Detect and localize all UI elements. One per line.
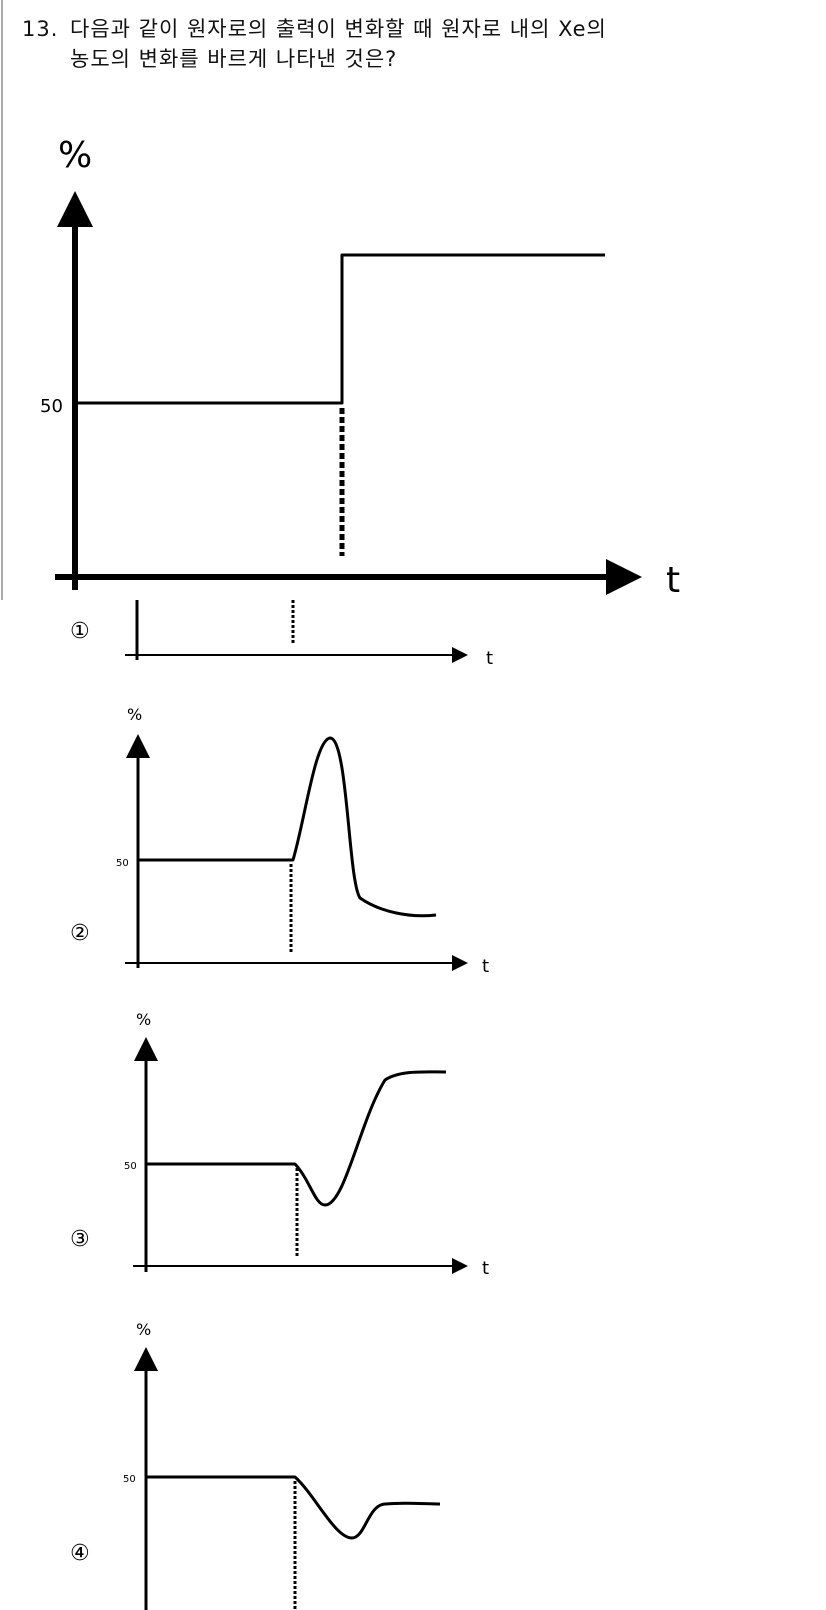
option-marker: ②: [70, 921, 90, 946]
question-number: 13.: [22, 17, 58, 41]
x-label: t: [482, 1258, 489, 1279]
question-text: 다음과 같이 원자로의 출력이 변화할 때 원자로 내의 Xe의: [70, 17, 607, 41]
y-label: %: [136, 1320, 151, 1339]
xe-curve: [138, 736, 437, 918]
xe-curve: [146, 1475, 441, 1540]
option-marker: ③: [70, 1227, 90, 1252]
power-curve: [78, 253, 605, 405]
option-marker: ①: [70, 619, 90, 644]
main-graph: % 50 t: [40, 135, 680, 601]
y-label: %: [127, 705, 142, 724]
xe-curve: [146, 1070, 447, 1207]
option-marker: ④: [70, 1541, 90, 1566]
x-label: t: [482, 956, 489, 977]
option-4: % 50 ④: [70, 1320, 441, 1610]
x-label: t: [486, 648, 493, 669]
option-2: % 50 ② t: [70, 705, 489, 977]
question-text: 농도의 변화를 바르게 나타낸 것은?: [70, 47, 397, 71]
y-tick: 50: [40, 396, 63, 417]
option-1: ① t: [70, 600, 493, 669]
y-label: %: [136, 1010, 151, 1029]
x-label: t: [666, 560, 680, 601]
y-tick: 50: [124, 1161, 137, 1172]
option-3: % 50 ③ t: [70, 1010, 489, 1279]
y-tick: 50: [123, 1474, 136, 1485]
y-label: %: [58, 135, 92, 176]
y-tick: 50: [116, 858, 129, 869]
